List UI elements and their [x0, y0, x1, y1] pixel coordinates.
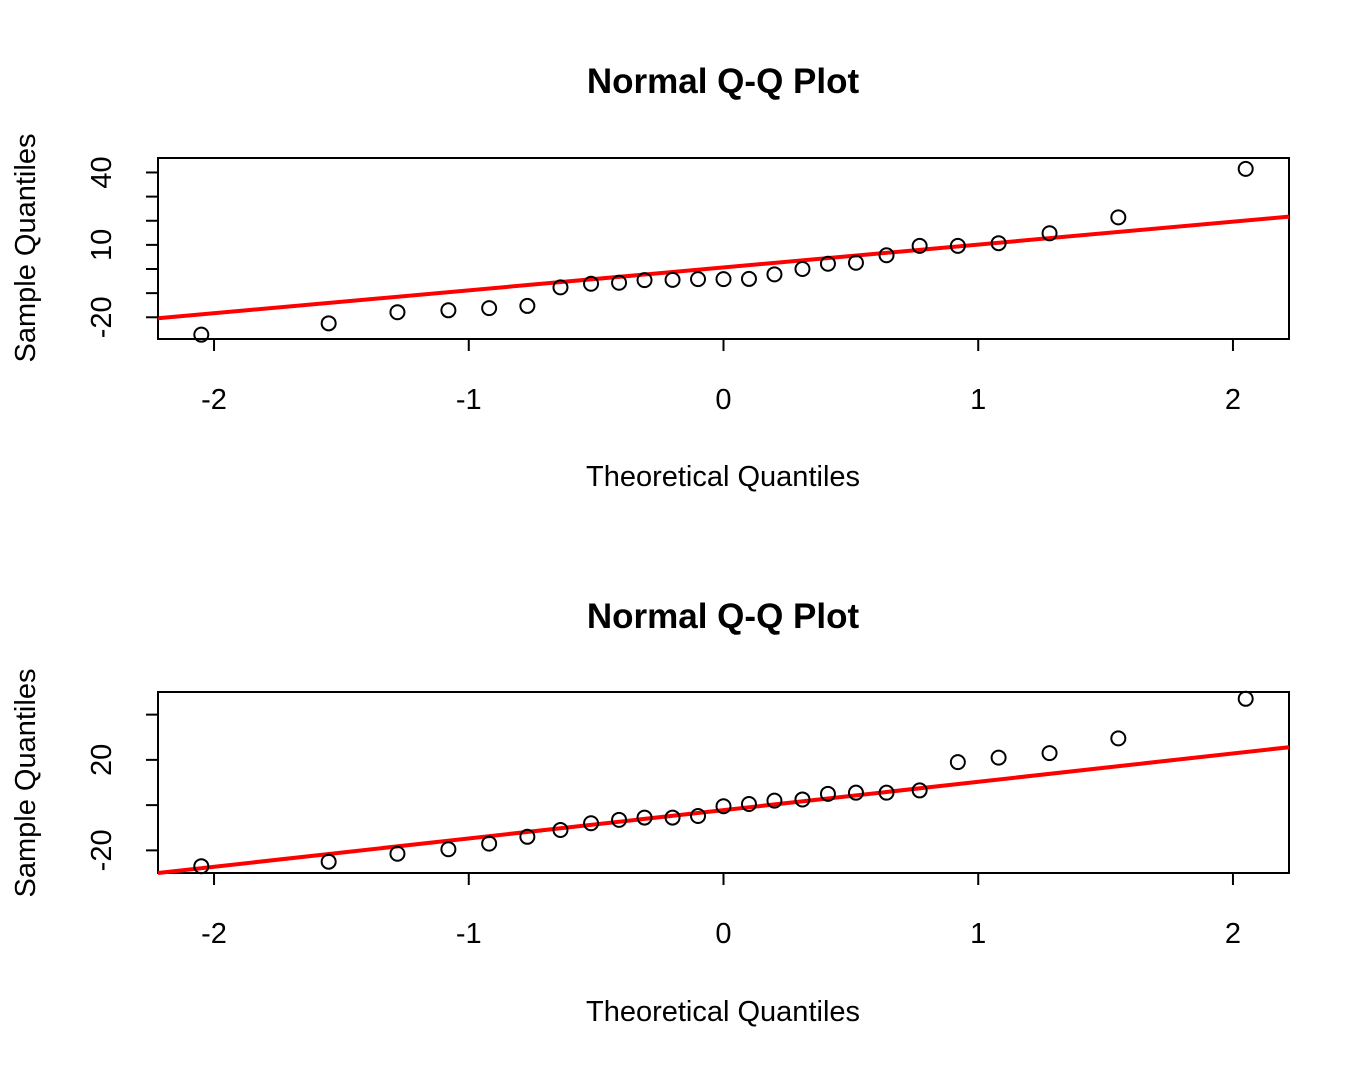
- data-point: [552, 822, 569, 839]
- data-point: [440, 841, 457, 858]
- data-point: [1237, 690, 1254, 707]
- data-point: [911, 237, 928, 254]
- data-point: [819, 255, 836, 272]
- data-point: [1110, 209, 1127, 226]
- y-axis-label: Sample Quantiles: [10, 134, 42, 363]
- data-point: [583, 815, 600, 832]
- y-tick-label: -20: [86, 829, 118, 871]
- y-tick-label: 20: [86, 744, 118, 776]
- x-tick-label: -2: [201, 918, 227, 950]
- data-point: [664, 271, 681, 288]
- data-point: [740, 795, 757, 812]
- data-point: [389, 304, 406, 321]
- x-axis-label: Theoretical Quantiles: [586, 996, 860, 1028]
- x-tick-label: -2: [201, 384, 227, 416]
- data-point: [389, 845, 406, 862]
- data-point: [847, 254, 864, 271]
- x-tick-label: 0: [715, 918, 731, 950]
- data-point: [193, 858, 210, 875]
- data-point: [583, 275, 600, 292]
- data-point: [766, 792, 783, 809]
- data-point: [1041, 745, 1058, 762]
- data-point: [1110, 730, 1127, 747]
- y-tick-label: -20: [86, 296, 118, 338]
- data-point: [819, 785, 836, 802]
- y-axis: -20 20: [86, 713, 159, 871]
- plot-frame: [157, 157, 1290, 340]
- data-point: [690, 807, 707, 824]
- chart-title: Normal Q-Q Plot: [587, 597, 860, 636]
- data-point: [990, 235, 1007, 252]
- data-point: [320, 853, 337, 870]
- data-point: [481, 300, 498, 317]
- qq-plot-panel-top: Normal Q-Q Plot -2 -1 0 1 2 -20 10 40 Theoreti…: [10, 62, 1290, 493]
- data-point: [794, 791, 811, 808]
- data-point: [715, 271, 732, 288]
- data-point: [611, 811, 628, 828]
- data-point: [636, 809, 653, 826]
- data-point: [949, 237, 966, 254]
- qq-reference-line: [157, 745, 1290, 875]
- data-point: [949, 754, 966, 771]
- data-point: [440, 302, 457, 319]
- data-point: [193, 326, 210, 343]
- y-tick-label: 10: [86, 229, 118, 261]
- data-point: [636, 272, 653, 289]
- x-tick-label: -1: [456, 384, 482, 416]
- sample-points: [193, 160, 1254, 343]
- y-axis: -20 10 40: [86, 156, 159, 338]
- data-point: [320, 315, 337, 332]
- data-point: [519, 828, 536, 845]
- sample-points: [193, 690, 1254, 875]
- y-tick-label: 40: [86, 156, 118, 188]
- data-point: [766, 266, 783, 283]
- data-point: [715, 798, 732, 815]
- data-point: [1041, 225, 1058, 242]
- data-point: [878, 247, 895, 264]
- data-point: [1237, 160, 1254, 177]
- x-tick-label: 2: [1225, 384, 1241, 416]
- data-point: [519, 297, 536, 314]
- x-axis: -2 -1 0 1 2: [201, 338, 1241, 416]
- x-tick-label: 1: [970, 918, 986, 950]
- x-tick-label: 2: [1225, 918, 1241, 950]
- plot-frame: [157, 691, 1290, 874]
- data-point: [911, 782, 928, 799]
- data-point: [481, 835, 498, 852]
- qq-plot-panel-bottom: Normal Q-Q Plot -2 -1 0 1 2 -20 20 Theoretica…: [10, 597, 1290, 1028]
- x-tick-label: 0: [715, 384, 731, 416]
- data-point: [611, 274, 628, 291]
- data-point: [847, 784, 864, 801]
- y-axis-label: Sample Quantiles: [10, 669, 42, 898]
- x-axis: -2 -1 0 1 2: [201, 872, 1241, 950]
- data-point: [990, 749, 1007, 766]
- data-point: [794, 261, 811, 278]
- data-point: [878, 784, 895, 801]
- qq-reference-line: [157, 214, 1290, 321]
- data-point: [552, 279, 569, 296]
- chart-title: Normal Q-Q Plot: [587, 62, 860, 101]
- x-tick-label: 1: [970, 384, 986, 416]
- x-axis-label: Theoretical Quantiles: [586, 461, 860, 493]
- x-tick-label: -1: [456, 918, 482, 950]
- data-point: [664, 809, 681, 826]
- data-point: [690, 271, 707, 288]
- data-point: [740, 270, 757, 287]
